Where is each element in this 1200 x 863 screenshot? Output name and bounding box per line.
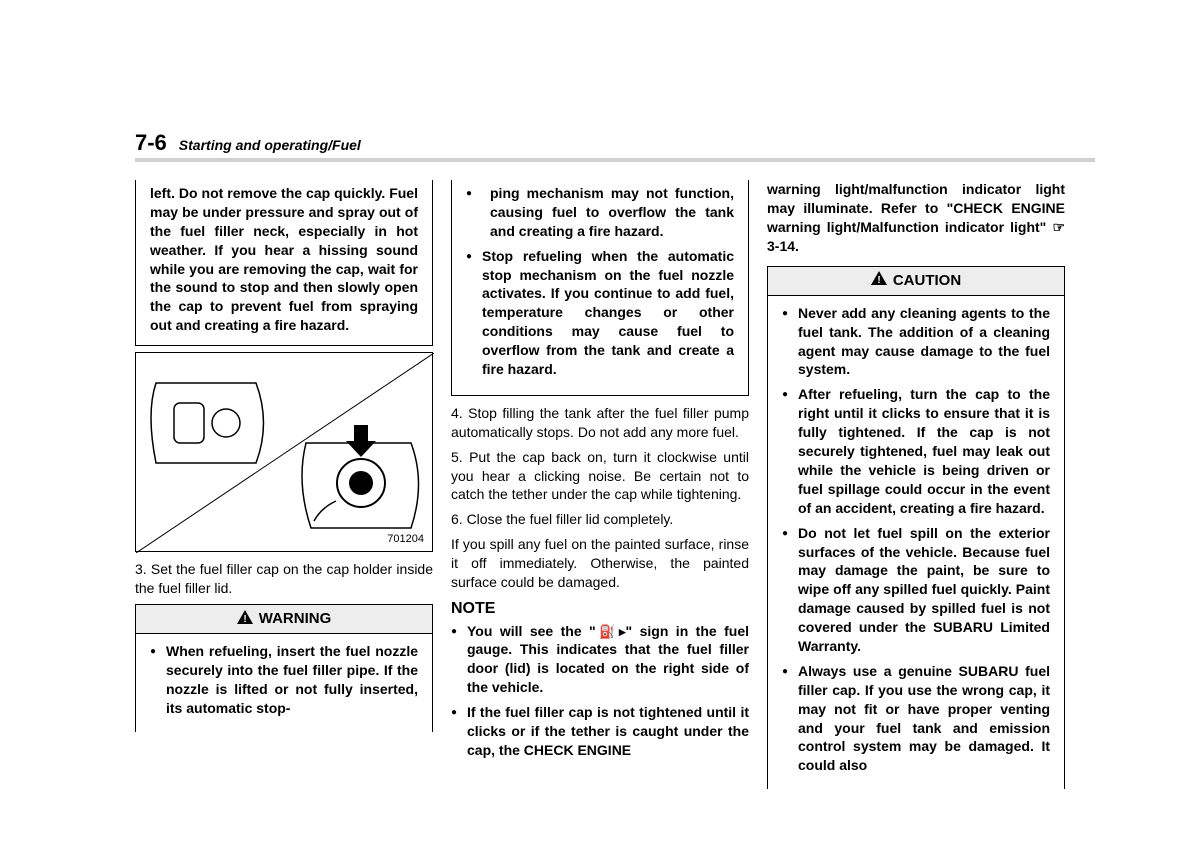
warning-box-col1: When refueling, insert the fuel nozzle s… xyxy=(135,634,433,732)
step-3: 3. Set the fuel filler cap on the cap ho… xyxy=(135,560,433,598)
warning-header: ! WARNING xyxy=(135,604,433,634)
svg-text:!: ! xyxy=(877,275,880,285)
column-2: ping mechanism may not function, causing… xyxy=(451,180,749,795)
caution-item: Always use a genuine SUBARU fuel filler … xyxy=(782,662,1050,775)
caution-header: ! CAUTION xyxy=(767,266,1065,296)
column-3: warning light/malfunction indicator ligh… xyxy=(767,180,1065,795)
fuel-pump-icon: ⛽▸ xyxy=(596,624,626,639)
caution-item: Never add any cleaning agents to the fue… xyxy=(782,304,1050,380)
svg-text:!: ! xyxy=(243,614,246,624)
fuel-cap-figure: 701204 xyxy=(135,352,433,552)
caution-item: Do not let fuel spill on the exterior su… xyxy=(782,524,1050,656)
step-4: 4. Stop filling the tank after the fuel … xyxy=(451,404,749,442)
step-6: 6. Close the fuel filler lid completely. xyxy=(451,510,749,529)
note-heading: NOTE xyxy=(451,598,749,620)
warning-triangle-icon: ! xyxy=(237,610,253,629)
spill-paragraph: If you spill any fuel on the painted sur… xyxy=(451,535,749,592)
figure-number: 701204 xyxy=(387,532,424,547)
warning-box-col2: ping mechanism may not function, causing… xyxy=(451,180,749,396)
caution-item: After refueling, turn the cap to the rig… xyxy=(782,385,1050,517)
warning-list-col2: ping mechanism may not function, causing… xyxy=(466,184,734,379)
warning-triangle-icon: ! xyxy=(871,271,887,290)
caution-list: Never add any cleaning agents to the fue… xyxy=(782,304,1050,775)
note-item-1: You will see the "⛽▸" sign in the fuel g… xyxy=(451,622,749,698)
step-5: 5. Put the cap back on, turn it clockwis… xyxy=(451,448,749,505)
warning-item-cont: ping mechanism may not function, causing… xyxy=(466,184,734,241)
note-item-2: If the fuel filler cap is not tightened … xyxy=(451,703,749,760)
warning-item: Stop refueling when the automatic stop m… xyxy=(466,247,734,379)
caution-box: Never add any cleaning agents to the fue… xyxy=(767,296,1065,789)
warning-label: WARNING xyxy=(259,609,332,629)
note-list: You will see the "⛽▸" sign in the fuel g… xyxy=(451,622,749,760)
warning-item: When refueling, insert the fuel nozzle s… xyxy=(150,642,418,718)
page-header: 7-6 Starting and operating/Fuel xyxy=(135,130,1095,162)
section-path: Starting and operating/Fuel xyxy=(179,137,361,153)
manual-page: 7-6 Starting and operating/Fuel left. Do… xyxy=(135,130,1065,795)
warning-list-col1: When refueling, insert the fuel nozzle s… xyxy=(150,642,418,718)
caution-label: CAUTION xyxy=(893,271,961,291)
column-1: left. Do not remove the cap quickly. Fue… xyxy=(135,180,433,795)
note-continued: warning light/malfunction indicator ligh… xyxy=(767,180,1065,256)
fuel-cap-illustration xyxy=(136,353,434,553)
continued-warning-box: left. Do not remove the cap quickly. Fue… xyxy=(135,180,433,346)
page-number: 7-6 xyxy=(135,130,167,156)
continued-warning-text: left. Do not remove the cap quickly. Fue… xyxy=(150,185,418,333)
content-columns: left. Do not remove the cap quickly. Fue… xyxy=(135,180,1065,795)
